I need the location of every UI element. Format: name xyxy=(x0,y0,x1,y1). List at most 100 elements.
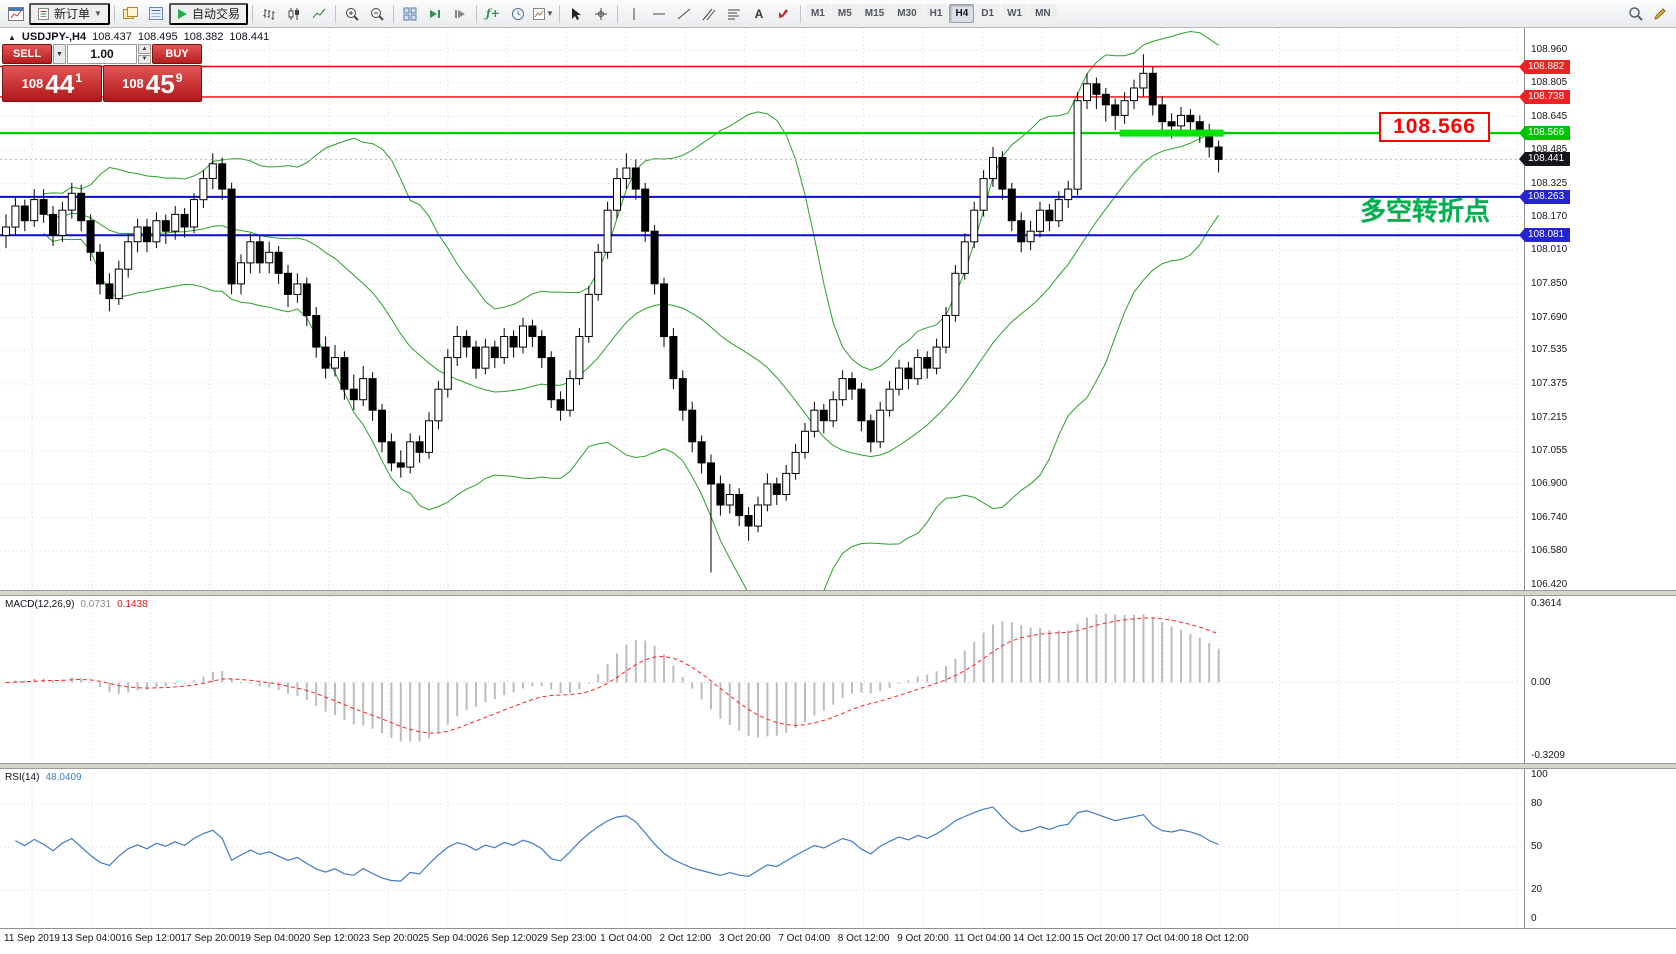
volume-dropdown-caret[interactable]: ▼ xyxy=(53,44,66,64)
zoom-out-icon[interactable] xyxy=(365,3,389,25)
timeframe-h1-button[interactable]: H1 xyxy=(923,4,949,23)
timeframe-d1-button[interactable]: D1 xyxy=(975,4,1001,23)
timeframe-mn-button[interactable]: MN xyxy=(1029,4,1057,23)
auto-scroll-icon[interactable] xyxy=(423,3,447,25)
ask-price-big: 45 xyxy=(145,68,175,99)
buy-price-button[interactable]: 108 45 9 xyxy=(102,65,202,102)
volume-spinner: ▲ ▼ xyxy=(138,44,151,64)
vertical-line-tool-icon[interactable] xyxy=(622,3,646,25)
rsi-panel-canvas[interactable] xyxy=(0,769,1524,928)
autotrade-button[interactable]: 自动交易 xyxy=(168,2,248,25)
macd-header: MACD(12,26,9) 0.0731 0.1438 xyxy=(5,599,148,610)
buy-button[interactable]: BUY xyxy=(152,44,202,64)
chart-window-icon[interactable] xyxy=(4,3,28,25)
price-tag: 108.263 xyxy=(1519,189,1571,204)
time-axis-label: 23 Sep 20:00 xyxy=(358,933,419,944)
close-value: 108.441 xyxy=(229,31,270,43)
crosshair-icon[interactable] xyxy=(589,3,613,25)
sell-button[interactable]: SELL xyxy=(2,44,52,64)
templates-icon[interactable]: ▼ xyxy=(531,3,555,25)
time-axis-label: 1 Oct 04:00 xyxy=(600,933,652,944)
search-icon[interactable] xyxy=(1623,3,1647,25)
time-axis-border xyxy=(0,928,1676,929)
time-axis-label: 19 Sep 04:00 xyxy=(239,933,300,944)
cursor-icon[interactable] xyxy=(564,3,588,25)
caret-down-icon: ▼ xyxy=(545,8,554,18)
price-axis-label: 107.850 xyxy=(1531,277,1568,289)
time-axis-label: 20 Sep 12:00 xyxy=(299,933,359,944)
profiles-icon[interactable] xyxy=(119,3,143,25)
main-chart-canvas[interactable] xyxy=(0,28,1524,590)
turning-point-annotation[interactable]: 多空转折点 xyxy=(1359,196,1490,226)
time-axis-label: 3 Oct 20:00 xyxy=(718,933,771,944)
macd-panel-canvas[interactable] xyxy=(0,596,1524,763)
price-level-annotation-box[interactable]: 108.566 xyxy=(1379,112,1490,142)
new-order-icon xyxy=(38,7,49,20)
collapse-panel-icon[interactable]: ▲ xyxy=(8,32,16,42)
chart-ohlc-header: ▲ USDJPY-,H4 108.437 108.495 108.382 108… xyxy=(8,31,269,43)
timeframe-w1-button[interactable]: W1 xyxy=(1001,4,1029,23)
toolbar-separator xyxy=(334,4,336,23)
price-axis-label: 108.485 xyxy=(1531,144,1568,156)
candlestick-icon[interactable] xyxy=(282,3,306,25)
line-chart-icon[interactable] xyxy=(307,3,331,25)
volume-input[interactable] xyxy=(67,44,137,64)
rsi-label: RSI(14) xyxy=(5,772,40,783)
timeframe-m5-button[interactable]: M5 xyxy=(831,4,858,23)
rsi-axis-label: 50 xyxy=(1531,841,1543,852)
price-tag: 108.738 xyxy=(1519,89,1571,104)
rsi-axis-label: 100 xyxy=(1531,769,1548,780)
time-axis-label: 17 Oct 04:00 xyxy=(1131,933,1190,944)
horizontal-line-tool-icon[interactable] xyxy=(647,3,671,25)
market-watch-icon[interactable] xyxy=(144,3,168,25)
chart-shift-icon[interactable] xyxy=(448,3,472,25)
price-axis-label: 106.740 xyxy=(1531,511,1568,523)
macd-axis-label: 0.00 xyxy=(1531,676,1551,688)
tile-windows-icon[interactable] xyxy=(398,3,422,25)
trendline-tool-icon[interactable] xyxy=(672,3,696,25)
time-axis-label: 14 Oct 12:00 xyxy=(1013,933,1071,944)
macd-main-value: 0.0731 xyxy=(80,599,112,610)
timeframe-m15-button[interactable]: M15 xyxy=(858,4,891,23)
price-tag: 108.441 xyxy=(1519,152,1571,167)
volume-decrease-button[interactable]: ▼ xyxy=(138,54,151,64)
new-order-button[interactable]: 新订单 ▼ xyxy=(29,2,110,25)
price-axis-label: 108.805 xyxy=(1531,76,1568,88)
panel-splitter[interactable] xyxy=(0,590,1676,596)
periods-icon[interactable] xyxy=(506,3,530,25)
indicators-icon[interactable]: ƒ+ xyxy=(485,7,500,20)
volume-increase-button[interactable]: ▲ xyxy=(138,44,151,54)
timeframe-h4-button[interactable]: H4 xyxy=(949,4,975,23)
price-axis-label: 107.055 xyxy=(1531,445,1568,457)
low-value: 108.382 xyxy=(183,31,224,43)
timeframe-m1-button[interactable]: M1 xyxy=(804,4,831,23)
time-axis: 11 Sep 2019 13 Sep 04:00 16 Sep 12:00 17 Se… xyxy=(0,929,1524,954)
channel-tool-icon[interactable] xyxy=(697,3,721,25)
price-tag: 108.081 xyxy=(1519,228,1571,243)
timeframe-m30-button[interactable]: M30 xyxy=(891,4,923,23)
bid-price-pip: 1 xyxy=(75,70,82,85)
text-tool-icon[interactable]: A xyxy=(754,6,764,21)
edit-icon[interactable] xyxy=(1648,3,1672,25)
rsi-header: RSI(14) 48.0409 xyxy=(5,772,82,783)
toolbar-separator xyxy=(616,4,618,23)
time-axis-label: 8 Oct 12:00 xyxy=(837,933,890,944)
price-axis-label: 108.645 xyxy=(1531,110,1568,122)
toolbar-separator xyxy=(799,4,801,23)
price-tag: 108.566 xyxy=(1519,126,1571,141)
macd-axis-label: 0.3614 xyxy=(1531,598,1562,609)
toolbar-separator xyxy=(113,4,115,23)
zoom-in-icon[interactable] xyxy=(340,3,364,25)
price-axis-label: 108.010 xyxy=(1531,244,1568,256)
price-axis-label: 107.215 xyxy=(1531,411,1568,423)
fibonacci-tool-icon[interactable] xyxy=(722,3,746,25)
bar-chart-icon[interactable] xyxy=(257,3,281,25)
arrows-tool-icon[interactable] xyxy=(772,3,796,25)
sell-price-button[interactable]: 108 44 1 xyxy=(2,65,102,102)
time-axis-label: 7 Oct 04:00 xyxy=(778,933,831,944)
rsi-axis-label: 20 xyxy=(1531,884,1543,896)
toolbar-separator xyxy=(251,4,253,23)
macd-axis-label: -0.3209 xyxy=(1531,750,1565,761)
panel-splitter[interactable] xyxy=(0,763,1676,769)
